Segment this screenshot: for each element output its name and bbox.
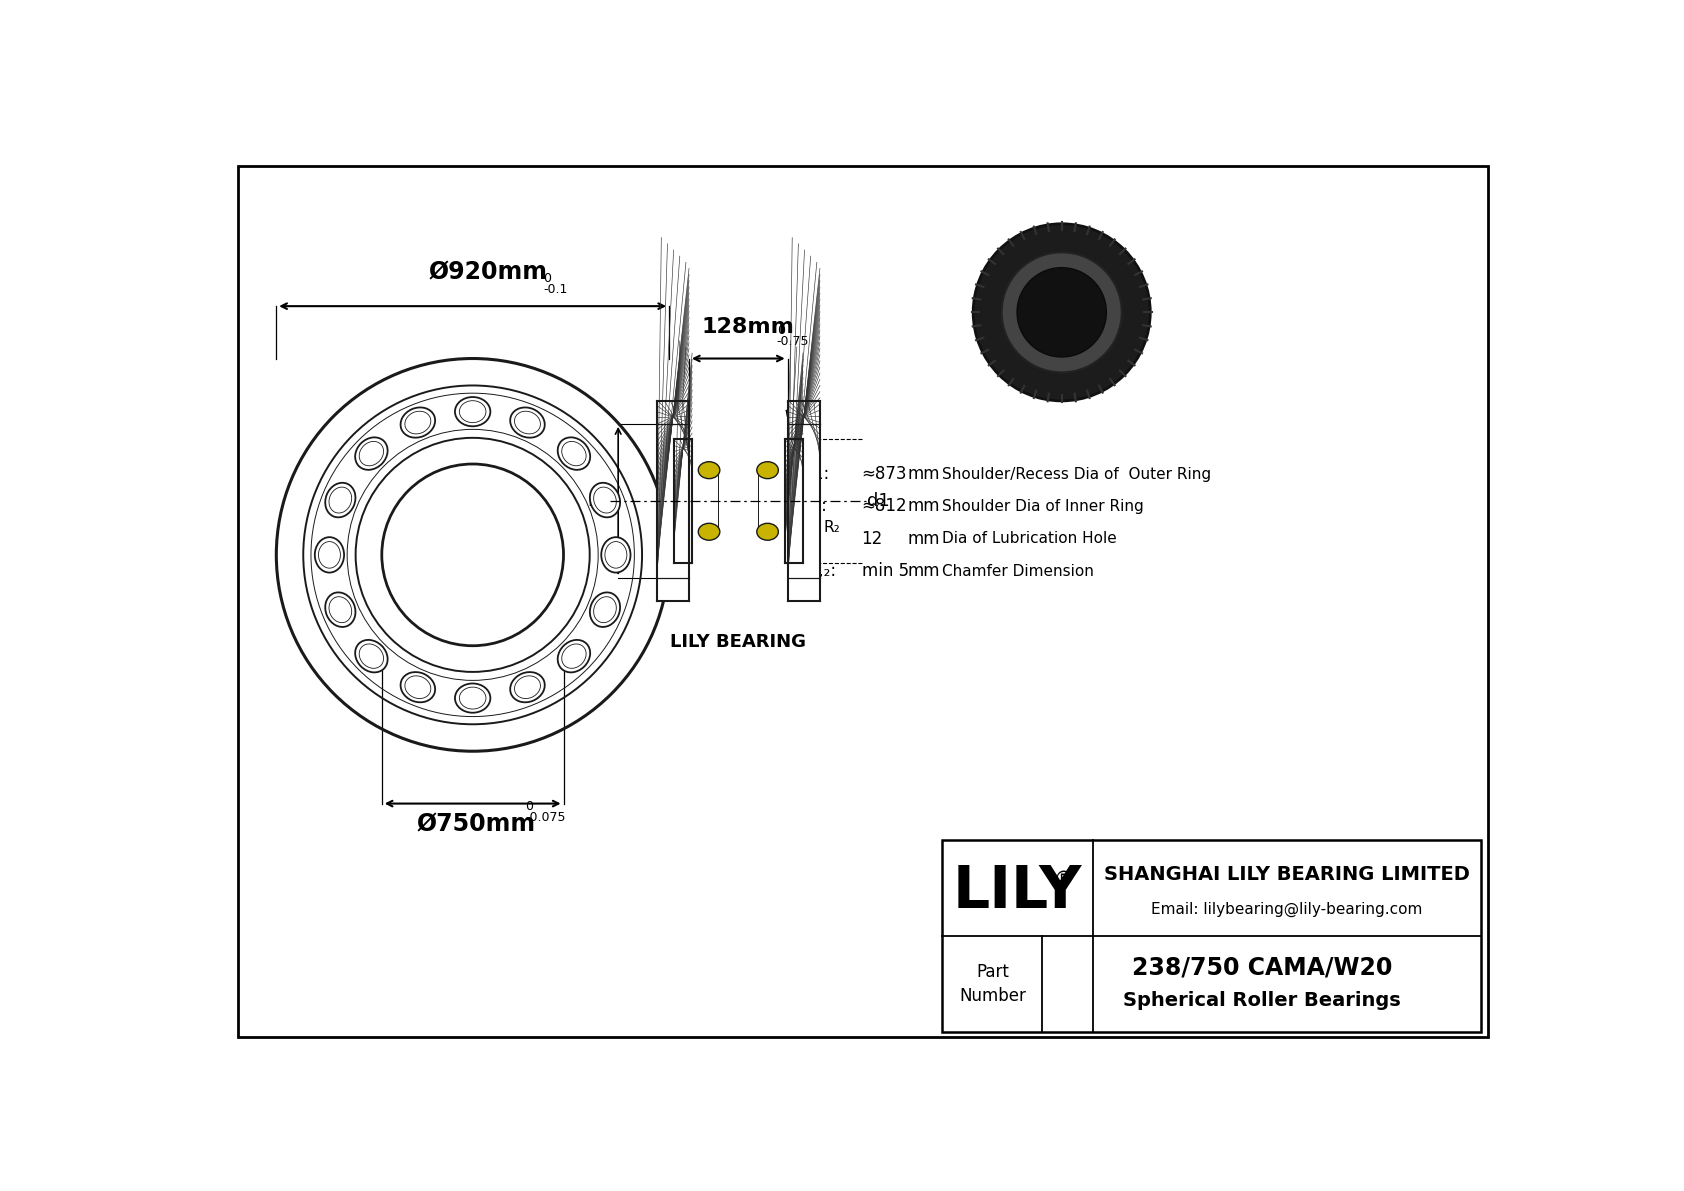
Text: K:: K: <box>800 530 817 548</box>
Text: 128mm: 128mm <box>701 317 793 337</box>
Text: Ø750mm: Ø750mm <box>418 812 536 837</box>
Ellipse shape <box>1002 252 1122 373</box>
Ellipse shape <box>325 482 355 517</box>
Bar <box>943 840 1482 1033</box>
Text: -0.75: -0.75 <box>776 335 810 348</box>
Ellipse shape <box>315 537 344 573</box>
Text: ≈873: ≈873 <box>862 464 908 484</box>
Ellipse shape <box>455 397 490 426</box>
Text: R₂: R₂ <box>823 520 840 535</box>
Text: SHANGHAI LILY BEARING LIMITED: SHANGHAI LILY BEARING LIMITED <box>1105 865 1470 884</box>
Text: Spherical Roller Bearings: Spherical Roller Bearings <box>1123 991 1401 1010</box>
Text: mm: mm <box>908 464 940 484</box>
Text: d1:: d1: <box>800 498 827 516</box>
Text: mm: mm <box>908 498 940 516</box>
Ellipse shape <box>699 523 719 541</box>
Ellipse shape <box>557 437 589 469</box>
Bar <box>788 401 820 601</box>
Ellipse shape <box>699 462 719 479</box>
Ellipse shape <box>401 407 434 437</box>
Ellipse shape <box>973 224 1150 401</box>
Ellipse shape <box>355 437 387 469</box>
Text: Shoulder/Recess Dia of  Outer Ring: Shoulder/Recess Dia of Outer Ring <box>943 467 1211 481</box>
Ellipse shape <box>325 592 355 626</box>
Text: D1: D1 <box>586 492 611 510</box>
Text: Email: lilybearing@lily-bearing.com: Email: lilybearing@lily-bearing.com <box>1152 902 1423 917</box>
Text: mm: mm <box>908 562 940 580</box>
Ellipse shape <box>510 407 544 437</box>
Text: 0: 0 <box>525 800 534 812</box>
Ellipse shape <box>589 482 620 517</box>
Text: -0.1: -0.1 <box>544 283 568 297</box>
Text: Chamfer Dimension: Chamfer Dimension <box>943 563 1095 579</box>
Bar <box>657 401 689 601</box>
Ellipse shape <box>756 462 778 479</box>
Ellipse shape <box>510 672 544 703</box>
Ellipse shape <box>1017 268 1106 357</box>
Text: LILY BEARING: LILY BEARING <box>670 634 807 651</box>
Text: ®: ® <box>1052 869 1073 888</box>
Text: ≈812: ≈812 <box>862 498 908 516</box>
Text: Ø920mm: Ø920mm <box>428 261 547 285</box>
Text: D1:: D1: <box>800 464 829 484</box>
Text: Dia of Lubrication Hole: Dia of Lubrication Hole <box>943 531 1116 547</box>
Ellipse shape <box>756 523 778 541</box>
Ellipse shape <box>355 640 387 673</box>
Text: mm: mm <box>908 530 940 548</box>
Bar <box>674 439 692 562</box>
Text: K: K <box>797 417 808 435</box>
Text: 238/750 CAMA/W20: 238/750 CAMA/W20 <box>1132 956 1393 980</box>
Ellipse shape <box>557 640 589 673</box>
Text: LILY: LILY <box>953 863 1083 921</box>
Ellipse shape <box>601 537 630 573</box>
Text: -0.075: -0.075 <box>525 811 566 824</box>
Text: 0: 0 <box>776 324 785 337</box>
Ellipse shape <box>401 672 434 703</box>
Ellipse shape <box>455 684 490 712</box>
Text: R₁,₂:: R₁,₂: <box>800 562 835 580</box>
Text: R₁: R₁ <box>660 417 677 431</box>
Ellipse shape <box>589 592 620 626</box>
Text: 0: 0 <box>544 272 551 285</box>
Bar <box>785 439 803 562</box>
Text: Shoulder Dia of Inner Ring: Shoulder Dia of Inner Ring <box>943 499 1143 513</box>
Text: d1: d1 <box>867 492 889 510</box>
Bar <box>692 439 759 562</box>
Text: min 5: min 5 <box>862 562 909 580</box>
Text: 12: 12 <box>862 530 882 548</box>
Text: Part
Number: Part Number <box>958 964 1026 1005</box>
